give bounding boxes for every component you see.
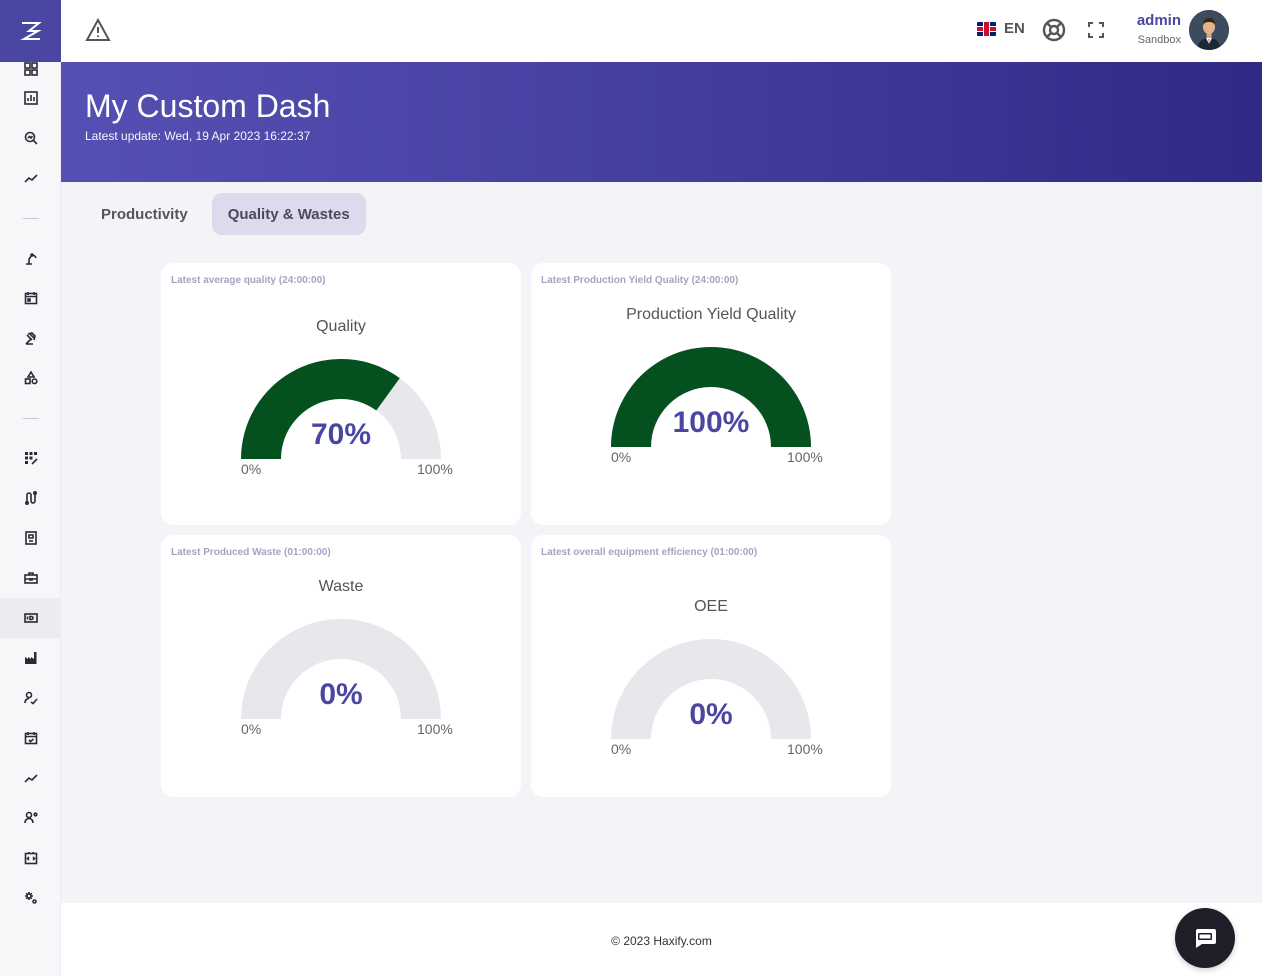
widget-title: Latest average quality (24:00:00): [171, 275, 326, 286]
gauge-track: [611, 639, 811, 739]
user-menu[interactable]: admin Sandbox: [1131, 12, 1181, 46]
help-lifebuoy-icon[interactable]: [1042, 18, 1066, 47]
sidebar-item-analytics[interactable]: [0, 118, 61, 158]
chat-button[interactable]: [1175, 908, 1235, 968]
gauge-max-label: 100%: [417, 461, 453, 477]
sidebar-item-rules[interactable]: [0, 318, 61, 358]
sidebar-item-trends[interactable]: [0, 158, 61, 198]
tab-quality-wastes[interactable]: Quality & Wastes: [211, 193, 366, 235]
quality-widget: Latest average quality (24:00:00) Qualit…: [161, 263, 521, 525]
gauge-title: Waste: [318, 578, 364, 595]
grid-dots-icon: [24, 452, 38, 465]
sidebar-item-reports[interactable]: [0, 78, 61, 118]
document-icon: [24, 531, 37, 545]
avatar[interactable]: [1189, 10, 1229, 50]
signature-icon: [23, 691, 38, 705]
code-icon: [24, 852, 37, 865]
gauge-max-label: 100%: [417, 721, 453, 737]
gauge-title: Production Yield Quality: [626, 306, 796, 323]
gauge-min-label: 0%: [611, 741, 632, 757]
fullscreen-icon[interactable]: [1088, 22, 1104, 43]
user-name: admin: [1136, 12, 1181, 29]
oee-gauge: [611, 639, 811, 739]
report-chart-icon: [23, 91, 38, 105]
robot-arm-icon: [25, 253, 37, 265]
sidebar-item-calendar[interactable]: [0, 278, 61, 318]
sidebar-divider: [0, 198, 61, 238]
oee-widget: Latest overall equipment efficiency (01:…: [531, 535, 891, 797]
dashboard-tabs: Productivity Quality & Wastes: [85, 193, 366, 235]
sidebar-item-approvals[interactable]: [0, 678, 61, 718]
page-header-banner: My Custom Dash Latest update: Wed, 19 Ap…: [61, 62, 1262, 182]
gauge-value: 0%: [319, 678, 363, 711]
warning-icon[interactable]: [85, 17, 111, 47]
waste-gauge: [241, 619, 441, 719]
gauge-min-label: 0%: [241, 721, 262, 737]
gauge-fill: [611, 347, 811, 447]
gauge-value: 100%: [672, 406, 750, 439]
topbar: EN admin Sandbox: [61, 0, 1262, 62]
user-settings-icon: [23, 811, 38, 824]
widget-title: Latest Produced Waste (01:00:00): [171, 547, 331, 558]
search-analytics-icon: [24, 131, 38, 145]
sidebar-item-documents[interactable]: [0, 518, 61, 558]
language-code: EN: [1004, 20, 1025, 37]
sidebar-item-machines[interactable]: [0, 238, 61, 278]
gauge-track: [241, 619, 441, 719]
shapes-icon: [24, 371, 38, 385]
last-update-text: Latest update: Wed, 19 Apr 2023 16:22:37: [85, 129, 311, 143]
calendar-icon: [24, 292, 37, 305]
settings-gears-icon: [24, 892, 37, 904]
gauge-title: OEE: [694, 598, 728, 615]
route-icon: [24, 491, 37, 505]
language-selector[interactable]: EN: [977, 20, 1025, 37]
uk-flag-icon: [977, 21, 996, 36]
page-title: My Custom Dash: [85, 88, 331, 124]
quality-gauge: [241, 359, 441, 459]
sidebar-item-schedule[interactable]: [0, 718, 61, 758]
sidebar-item-id-cards[interactable]: [0, 598, 61, 638]
production-yield-quality-widget: Latest Production Yield Quality (24:00:0…: [531, 263, 891, 525]
gauge-max-label: 100%: [787, 741, 823, 757]
trend-line-icon: [23, 774, 38, 783]
sidebar-divider: [0, 398, 61, 438]
trend-line-icon: [23, 174, 38, 183]
waste-widget: Latest Produced Waste (01:00:00) Waste 0…: [161, 535, 521, 797]
gauge-value: 70%: [310, 418, 372, 451]
gauge-max-label: 100%: [787, 449, 823, 465]
calendar-check-icon: [24, 732, 37, 745]
user-organization: Sandbox: [1137, 34, 1181, 46]
sidebar-item-dashboard[interactable]: [0, 62, 61, 78]
gauge-title: Quality: [316, 318, 366, 335]
sidebar-item-grid[interactable]: [0, 438, 61, 478]
sidebar-nav: [0, 62, 61, 918]
production-yield-gauge: [611, 347, 811, 447]
widget-title: Latest Production Yield Quality (24:00:0…: [541, 275, 739, 286]
gauge-min-label: 0%: [241, 461, 262, 477]
copyright-text: © 2023 Haxify.com: [611, 934, 712, 948]
sidebar-item-settings[interactable]: [0, 878, 61, 918]
dashboard-icon: [23, 62, 38, 76]
sidebar-item-factory[interactable]: [0, 638, 61, 678]
sidebar-item-routes[interactable]: [0, 478, 61, 518]
sidebar-item-trends-2[interactable]: [0, 758, 61, 798]
tab-productivity[interactable]: Productivity: [101, 205, 188, 223]
gauge-value: 0%: [689, 698, 733, 731]
widget-title: Latest overall equipment efficiency (01:…: [541, 547, 758, 558]
factory-icon: [24, 652, 36, 664]
sidebar-item-integrations[interactable]: [0, 838, 61, 878]
sidebar-item-tools[interactable]: [0, 558, 61, 598]
sidebar-item-users[interactable]: [0, 798, 61, 838]
id-card-icon: [23, 613, 38, 623]
gauge-min-label: 0%: [611, 449, 632, 465]
sidebar-item-shapes[interactable]: [0, 358, 61, 398]
sidebar: [0, 0, 61, 976]
footer: © 2023 Haxify.com: [61, 903, 1262, 976]
chat-bubble-icon: [1196, 929, 1216, 948]
gavel-icon: [24, 332, 36, 345]
gauge-fill: [241, 359, 400, 459]
app-logo[interactable]: [0, 0, 61, 62]
toolbox-icon: [23, 572, 38, 584]
